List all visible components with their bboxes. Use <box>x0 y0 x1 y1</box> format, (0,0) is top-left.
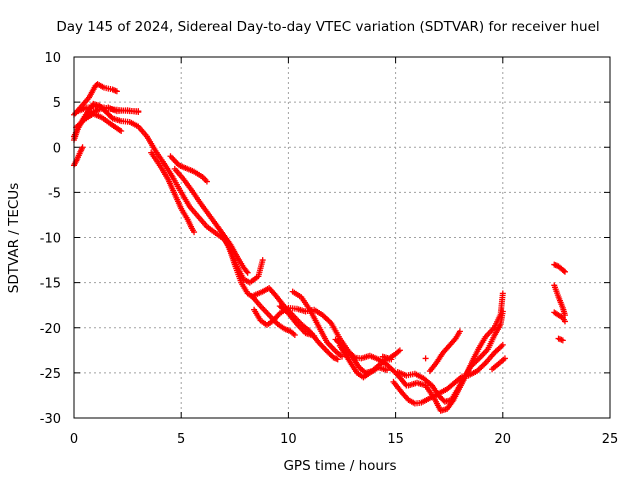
series-arc-04 <box>71 81 120 118</box>
y-tick-label: 10 <box>44 51 61 66</box>
data-point <box>339 353 345 360</box>
data-point <box>113 88 120 95</box>
x-tick-label: 15 <box>387 432 404 447</box>
series-arc-01 <box>71 144 86 169</box>
data-point <box>499 290 506 297</box>
data-point <box>499 341 506 348</box>
series-arc-28 <box>555 335 566 344</box>
data-point <box>244 269 251 276</box>
series-arc-10 <box>221 234 266 286</box>
data-point <box>191 229 198 236</box>
series-arc-07 <box>148 149 198 236</box>
data-point <box>135 108 142 115</box>
data-point <box>108 114 115 121</box>
data-point <box>384 367 391 374</box>
data-point <box>561 318 568 325</box>
plot-frame <box>73 56 611 419</box>
data-point <box>334 356 341 363</box>
series-arc-22 <box>422 355 429 362</box>
data-point <box>311 332 318 339</box>
series-arc-03 <box>71 100 258 301</box>
data-point <box>422 355 429 362</box>
y-tick-label: 5 <box>53 96 61 111</box>
series-arc-23 <box>426 328 463 375</box>
data-point <box>291 331 298 338</box>
data-point <box>259 257 266 264</box>
x-tick-label: 10 <box>280 432 297 447</box>
data-point <box>559 337 566 344</box>
x-tick-label: 5 <box>177 432 185 447</box>
y-tick-label: -25 <box>40 367 61 382</box>
series-arc-05 <box>73 110 125 135</box>
grid-lines <box>74 57 610 418</box>
data-point <box>79 144 86 151</box>
y-tick-label: 0 <box>53 141 61 156</box>
series-arc-17 <box>336 342 391 381</box>
y-tick-label: -10 <box>40 232 61 247</box>
data-point <box>560 267 567 274</box>
data-point <box>203 178 210 185</box>
data-points <box>71 81 568 414</box>
series-arc-25 <box>551 261 568 275</box>
data-point <box>456 328 463 335</box>
series-arc-15 <box>289 288 345 360</box>
series-arc-09 <box>171 165 251 276</box>
y-axis-label: SDTVAR / TECUs <box>6 183 22 293</box>
x-tick-label: 25 <box>602 432 619 447</box>
data-point <box>396 347 403 354</box>
y-tick-label: -30 <box>40 412 61 427</box>
data-point <box>118 128 125 135</box>
series-arc-08 <box>167 153 210 185</box>
series-arc-24 <box>489 355 508 373</box>
series-arc-18 <box>379 347 403 362</box>
series-arc-14 <box>276 303 318 339</box>
series-arc-27 <box>551 309 568 325</box>
chart-title: Day 145 of 2024, Sidereal Day-to-day VTE… <box>56 19 599 35</box>
data-point <box>501 355 508 362</box>
x-tick-label: 20 <box>495 432 512 447</box>
series-arc-26 <box>551 282 568 319</box>
y-tick-label: -5 <box>48 186 61 201</box>
y-tick-label: -15 <box>40 277 61 292</box>
series-arc-06 <box>75 103 142 115</box>
x-tick-label: 0 <box>70 432 78 447</box>
data-point <box>561 268 568 275</box>
y-tick-label: -20 <box>40 322 61 337</box>
series-arc-21 <box>405 290 506 414</box>
x-axis-label: GPS time / hours <box>283 458 396 474</box>
